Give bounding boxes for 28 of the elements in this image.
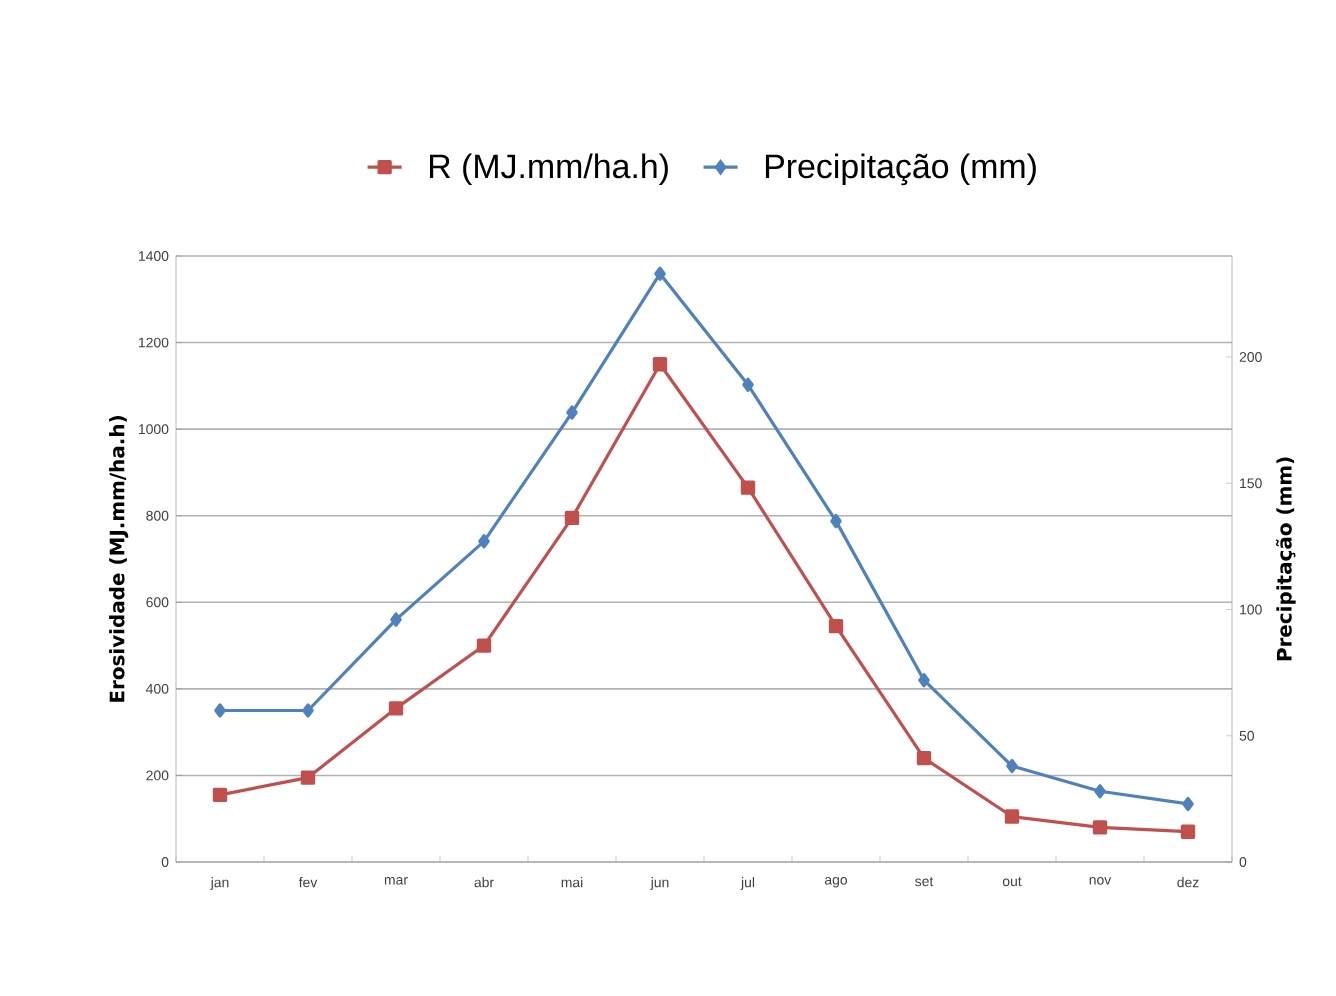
point (564, 510, 580, 526)
point (388, 701, 404, 716)
point (212, 787, 228, 803)
point (1006, 758, 1018, 774)
point (1180, 824, 1196, 839)
point (740, 480, 756, 495)
point (916, 750, 932, 766)
point (652, 357, 668, 372)
point (654, 266, 666, 281)
point (478, 534, 490, 549)
point (566, 405, 578, 420)
point (828, 618, 844, 634)
point (476, 638, 492, 653)
point (918, 673, 930, 688)
y-axis-title: Erosividade (MJ.mm/ha.h) (109, 416, 129, 702)
point (742, 377, 754, 392)
legend-label: R (MJ.mm/ha.h) (430, 153, 668, 185)
legend-label: Precipitação (mm) (765, 153, 1036, 186)
point (1094, 784, 1106, 799)
point (214, 703, 226, 718)
point (1004, 809, 1020, 824)
point (300, 770, 316, 785)
point (830, 513, 842, 529)
point (1092, 820, 1108, 835)
y2-axis-title: Precipitação (mm) (1276, 457, 1296, 661)
point (390, 612, 402, 627)
point (1182, 796, 1194, 812)
point (302, 703, 314, 718)
